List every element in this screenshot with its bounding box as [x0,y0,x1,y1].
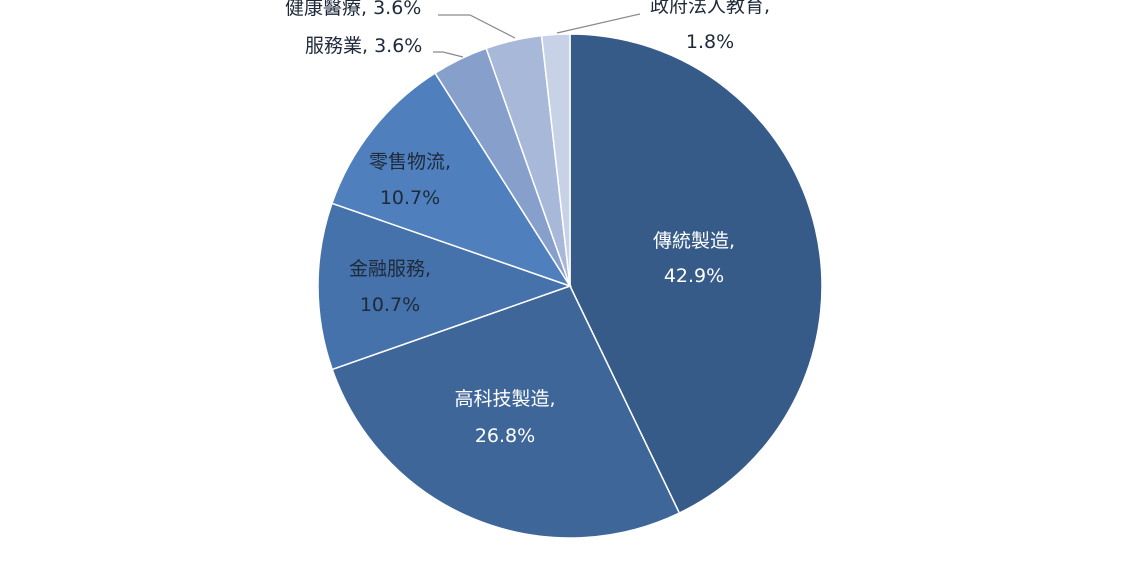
slice-label-name: 政府法人教育, [650,0,770,17]
slice-label-name: 高科技製造, [454,388,555,410]
leader-line-6 [438,14,516,39]
slice-label-value: 10.7% [360,294,420,316]
leader-lines [433,13,641,58]
pie-slice-3 [317,202,573,371]
slice-labels: 傳統製造, 42.9% 高科技製造, 26.8% 金融服務, 10.7% 零售物流, 10.7… [285,0,770,447]
slice-label: 健康醫療, 3.6% [285,0,421,19]
leader-line-5 [433,51,464,58]
slice-label-value: 10.7% [380,187,440,209]
slice-label-name: 傳統製造, [653,230,735,252]
pie-slice-7 [540,33,571,287]
leader-line-7 [556,13,641,34]
pie-slices [317,33,823,539]
slice-label-value: 42.9% [664,265,724,287]
pie-slice-1 [569,33,823,515]
slice-label-value: 1.8% [686,31,734,53]
slice-label-name: 零售物流, [369,151,451,173]
slice-label-name: 金融服務, [349,258,431,280]
slice-label-value: 26.8% [475,425,535,447]
slice-label: 服務業, 3.6% [305,35,422,57]
pie-slice-4 [330,72,572,288]
pie-slice-2 [331,285,681,539]
